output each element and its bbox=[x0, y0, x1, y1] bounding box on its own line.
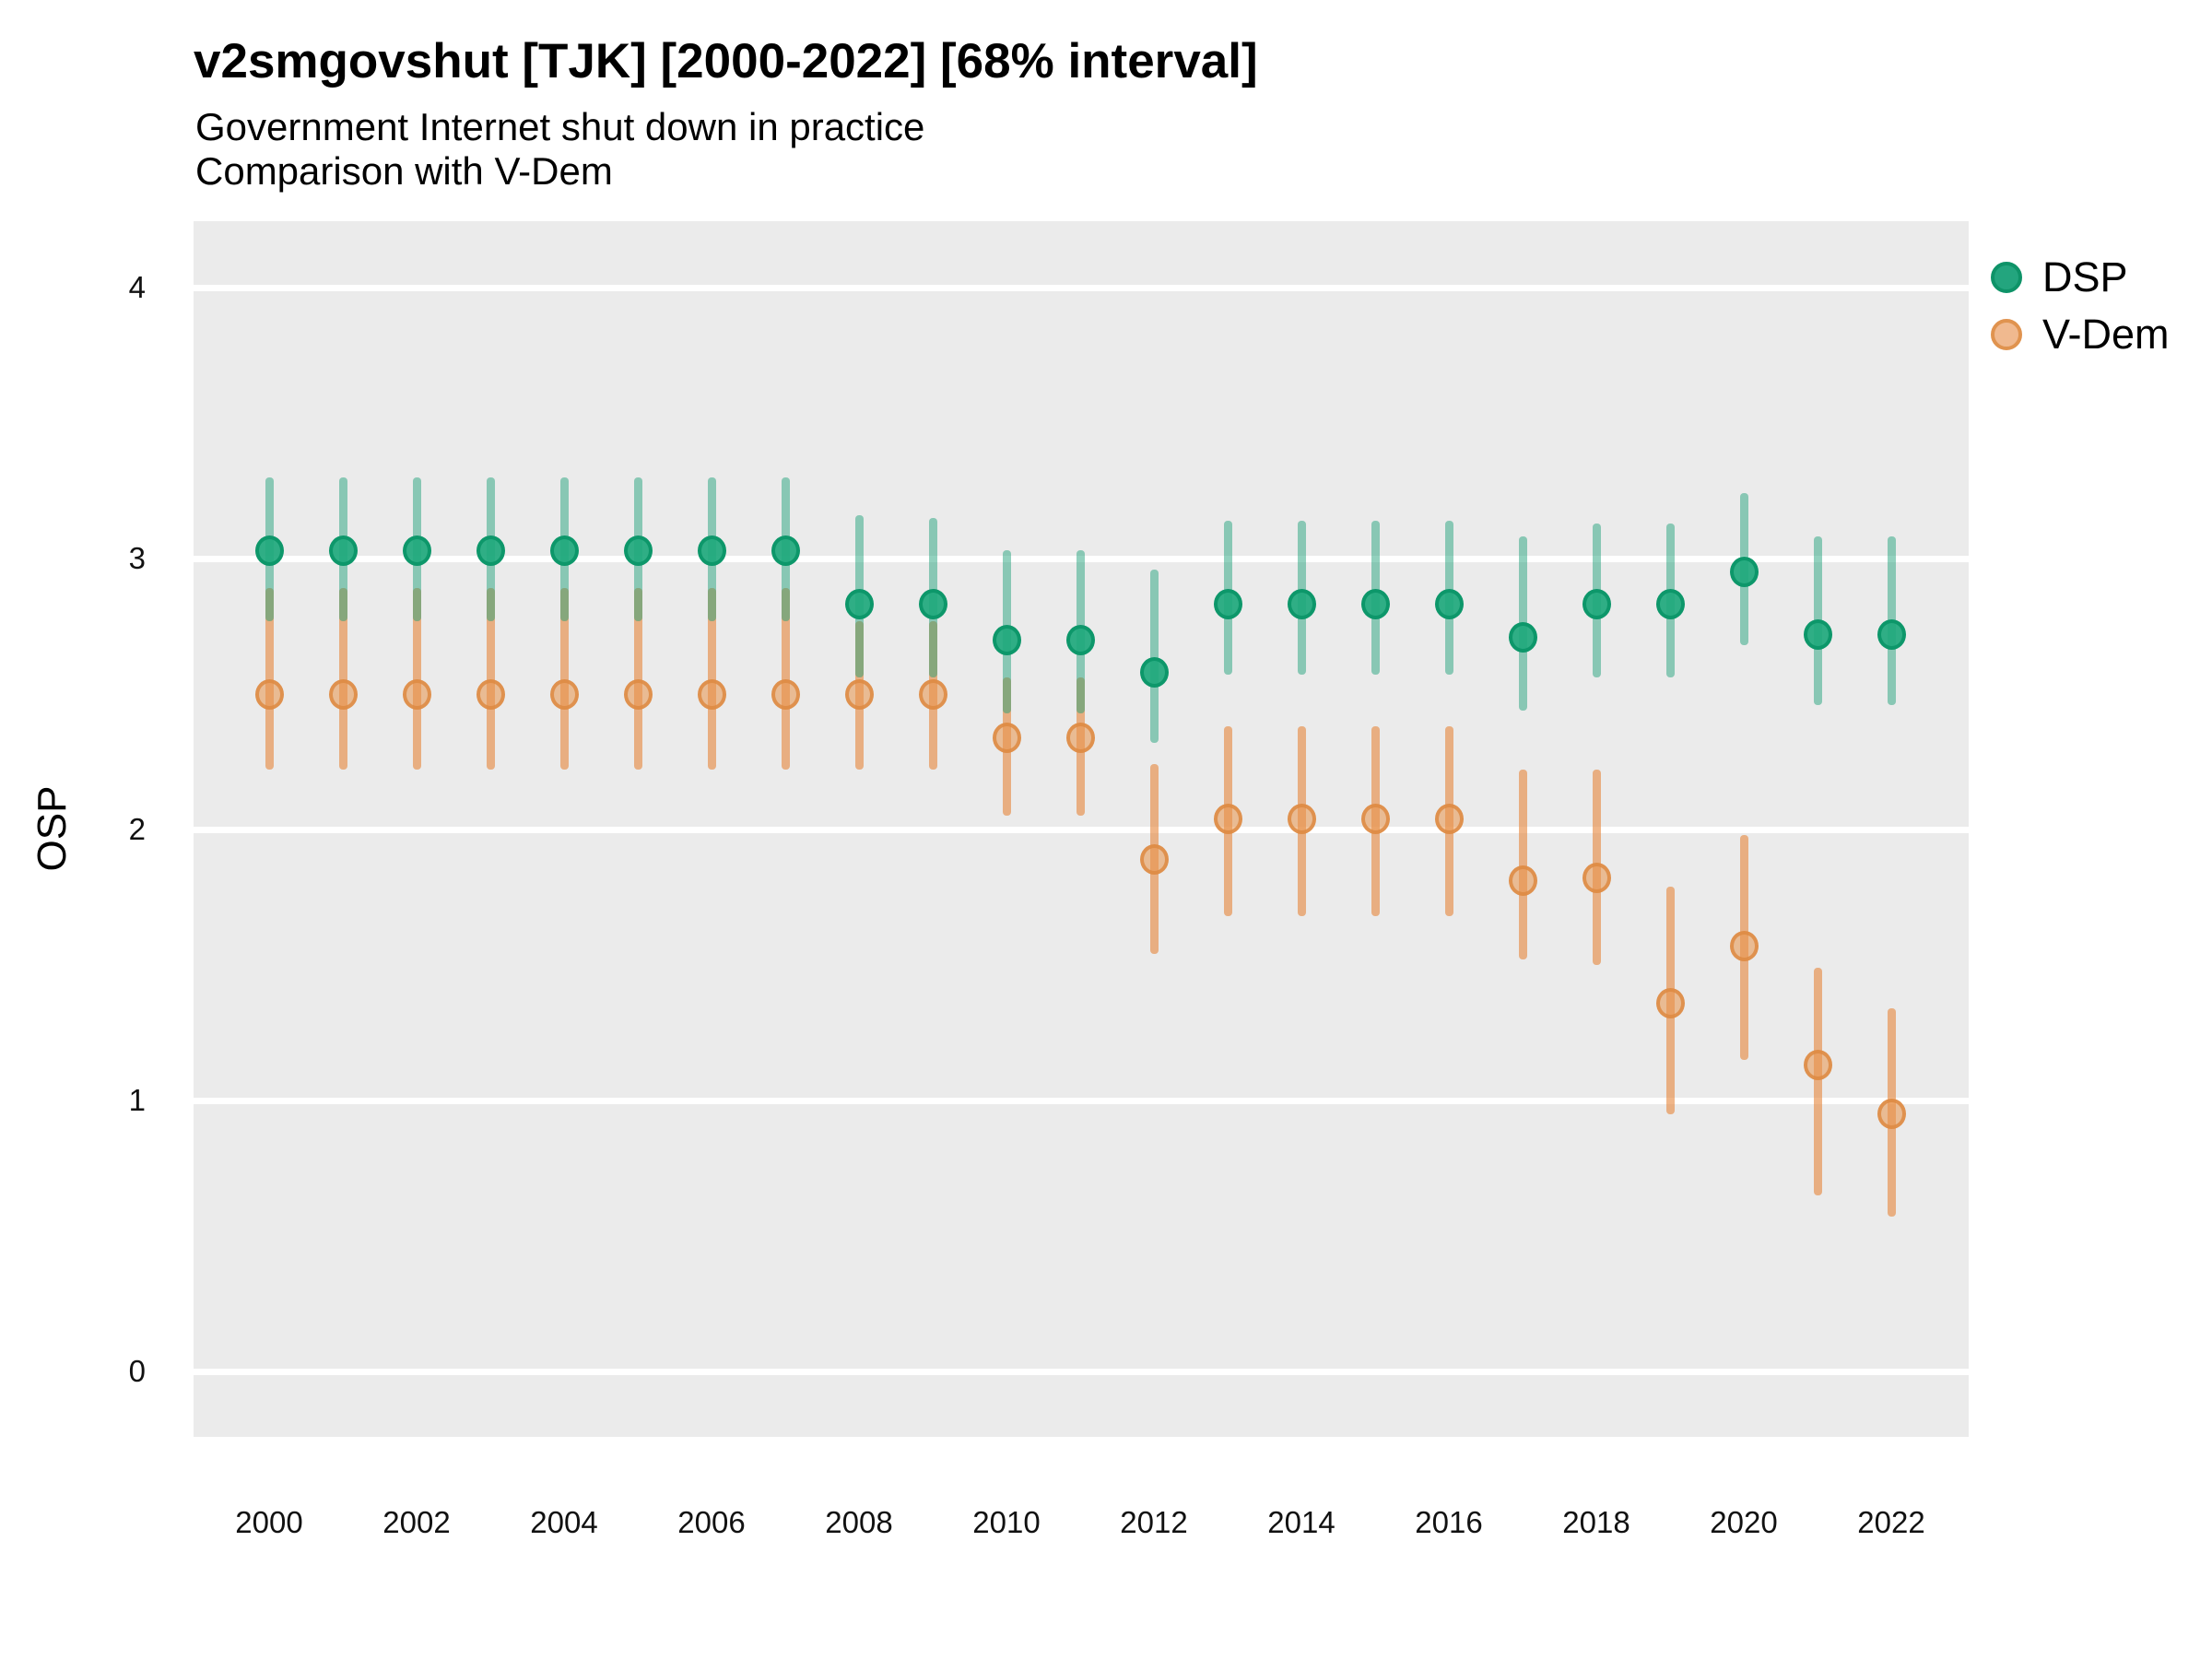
chart-title: v2smgovshut [TJK] [2000-2022] [68% inter… bbox=[194, 34, 1258, 88]
point-vdem-2009 bbox=[918, 678, 947, 710]
y-tick-label-3: 3 bbox=[128, 541, 146, 575]
point-dsp-2003 bbox=[476, 535, 505, 566]
point-vdem-2012 bbox=[1139, 843, 1169, 875]
point-dsp-2017 bbox=[1508, 621, 1537, 653]
gridline-y-0 bbox=[194, 1368, 1969, 1375]
point-vdem-2020 bbox=[1729, 930, 1759, 961]
point-dsp-2019 bbox=[1655, 589, 1685, 620]
point-dsp-2015 bbox=[1360, 589, 1390, 620]
y-tick-label-1: 1 bbox=[128, 1083, 146, 1117]
legend-item-vdem: V-Dem bbox=[1991, 306, 2212, 363]
x-tick-label-2008: 2008 bbox=[825, 1505, 893, 1539]
x-tick-label-2002: 2002 bbox=[382, 1505, 451, 1539]
point-vdem-2011 bbox=[1065, 722, 1095, 753]
point-vdem-2004 bbox=[549, 678, 579, 710]
legend-label-dsp: DSP bbox=[2042, 253, 2128, 300]
y-tick-label-0: 0 bbox=[128, 1354, 146, 1388]
legend-label-vdem: V-Dem bbox=[2042, 311, 2170, 358]
point-dsp-2020 bbox=[1729, 557, 1759, 588]
point-dsp-2006 bbox=[697, 535, 726, 566]
y-tick-label-4: 4 bbox=[128, 270, 146, 304]
legend-marker-vdem-icon bbox=[1991, 319, 2022, 350]
point-dsp-2013 bbox=[1213, 589, 1242, 620]
x-tick-label-2006: 2006 bbox=[677, 1505, 746, 1539]
point-dsp-2022 bbox=[1877, 618, 1906, 650]
point-dsp-2014 bbox=[1287, 589, 1316, 620]
gridline-y-1 bbox=[194, 1097, 1969, 1104]
point-vdem-2000 bbox=[254, 678, 284, 710]
chart-subtitle: Government Internet shut down in practic… bbox=[195, 105, 925, 148]
legend: DSP V-Dem bbox=[1991, 249, 2212, 363]
y-axis-title: OSP bbox=[29, 785, 75, 872]
x-tick-label-2014: 2014 bbox=[1267, 1505, 1335, 1539]
x-tick-label-2010: 2010 bbox=[972, 1505, 1041, 1539]
x-tick-label-2020: 2020 bbox=[1710, 1505, 1778, 1539]
legend-marker-dsp-icon bbox=[1991, 262, 2022, 293]
point-dsp-2021 bbox=[1803, 618, 1832, 650]
error-bar-vdem-2021 bbox=[1813, 967, 1822, 1195]
point-vdem-2014 bbox=[1287, 803, 1316, 834]
gridline-y-3 bbox=[194, 555, 1969, 562]
point-dsp-2005 bbox=[623, 535, 653, 566]
point-dsp-2001 bbox=[328, 535, 358, 566]
point-dsp-2012 bbox=[1139, 656, 1169, 688]
point-vdem-2006 bbox=[697, 678, 726, 710]
x-tick-label-2022: 2022 bbox=[1857, 1505, 1925, 1539]
point-vdem-2001 bbox=[328, 678, 358, 710]
point-vdem-2017 bbox=[1508, 865, 1537, 897]
point-vdem-2005 bbox=[623, 678, 653, 710]
point-vdem-2015 bbox=[1360, 803, 1390, 834]
point-dsp-2007 bbox=[771, 535, 800, 566]
point-vdem-2010 bbox=[992, 722, 1021, 753]
chart-subtitle-2: Comparison with V-Dem bbox=[195, 149, 613, 193]
point-dsp-2018 bbox=[1582, 589, 1611, 620]
legend-item-dsp: DSP bbox=[1991, 249, 2212, 306]
gridline-y-2 bbox=[194, 826, 1969, 833]
point-dsp-2011 bbox=[1065, 624, 1095, 655]
x-tick-label-2012: 2012 bbox=[1120, 1505, 1188, 1539]
x-tick-label-2000: 2000 bbox=[235, 1505, 303, 1539]
point-dsp-2010 bbox=[992, 624, 1021, 655]
point-vdem-2013 bbox=[1213, 803, 1242, 834]
point-vdem-2003 bbox=[476, 678, 505, 710]
x-tick-label-2016: 2016 bbox=[1415, 1505, 1483, 1539]
point-vdem-2018 bbox=[1582, 863, 1611, 894]
error-bar-dsp-2012 bbox=[1149, 569, 1159, 743]
gridline-y-4 bbox=[194, 284, 1969, 291]
point-vdem-2021 bbox=[1803, 1050, 1832, 1081]
error-bar-vdem-2017 bbox=[1518, 770, 1527, 960]
point-dsp-2009 bbox=[918, 589, 947, 620]
point-dsp-2016 bbox=[1434, 589, 1464, 620]
point-dsp-2000 bbox=[254, 535, 284, 566]
point-dsp-2004 bbox=[549, 535, 579, 566]
point-vdem-2022 bbox=[1877, 1099, 1906, 1130]
point-vdem-2007 bbox=[771, 678, 800, 710]
point-dsp-2002 bbox=[402, 535, 431, 566]
point-vdem-2019 bbox=[1655, 987, 1685, 1018]
point-vdem-2016 bbox=[1434, 803, 1464, 834]
point-vdem-2008 bbox=[844, 678, 874, 710]
point-dsp-2008 bbox=[844, 589, 874, 620]
y-tick-label-2: 2 bbox=[128, 812, 146, 846]
x-tick-label-2018: 2018 bbox=[1562, 1505, 1630, 1539]
point-vdem-2002 bbox=[402, 678, 431, 710]
x-tick-label-2004: 2004 bbox=[530, 1505, 598, 1539]
